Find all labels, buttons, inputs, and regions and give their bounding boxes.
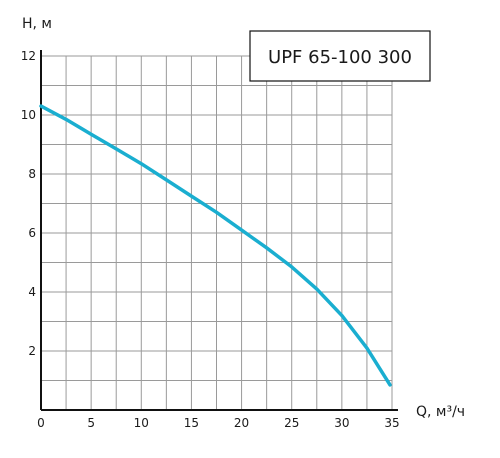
x-tick-label: 30 (334, 416, 349, 430)
y-tick-label: 12 (21, 49, 36, 63)
x-axis-label: Q, м³/ч (416, 404, 465, 420)
axes (40, 50, 398, 411)
y-axis-label: H, м (22, 16, 52, 32)
x-tick-label: 10 (134, 416, 149, 430)
title-box (249, 30, 431, 82)
x-tick-label: 0 (37, 416, 45, 430)
x-tick-label: 5 (87, 416, 95, 430)
x-tick-label: 25 (284, 416, 299, 430)
chart-title: UPF 65-100 300 (268, 47, 412, 68)
y-tick-label: 8 (28, 167, 36, 181)
x-tick-label: 15 (184, 416, 199, 430)
series-layer (39, 104, 392, 387)
y-tick-label: 6 (28, 226, 36, 240)
x-tick-label: 35 (384, 416, 399, 430)
x-tick-label: 20 (234, 416, 249, 430)
labels: 0 5 10 15 20 25 30 35 2 4 6 8 10 12 H, м Q, м³/ч UPF 65-… (21, 16, 465, 430)
y-tick-label: 4 (28, 285, 36, 299)
grid (41, 55, 393, 410)
y-tick-label: 10 (21, 108, 36, 122)
y-tick-label: 2 (28, 344, 36, 358)
pump-curve-line (39, 104, 392, 387)
